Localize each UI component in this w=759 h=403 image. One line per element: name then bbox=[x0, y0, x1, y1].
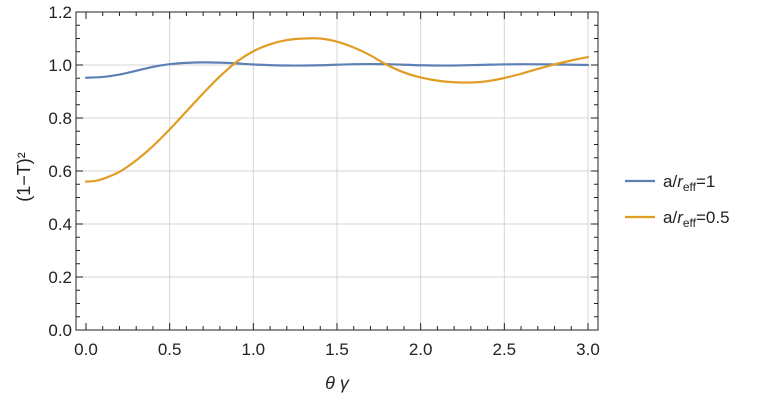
series-lines bbox=[84, 37, 590, 183]
y-tick-label-1.2: 1.2 bbox=[48, 3, 72, 22]
x-tick-label-1.0: 1.0 bbox=[242, 340, 266, 359]
x-tick-label-2.0: 2.0 bbox=[409, 340, 433, 359]
y-tick-label-0.6: 0.6 bbox=[48, 162, 72, 181]
x-axis-title: θ γ bbox=[325, 373, 350, 393]
axis-ticks bbox=[76, 11, 598, 331]
y-axis-title: (1−T)² bbox=[14, 152, 34, 202]
y-tick-label-0.4: 0.4 bbox=[48, 215, 72, 234]
x-tick-label-3.0: 3.0 bbox=[576, 340, 600, 359]
legend-label-series-2: a/reff=0.5 bbox=[663, 208, 730, 230]
y-tick-label-0.8: 0.8 bbox=[48, 109, 72, 128]
legend: a/reff=1 a/reff=0.5 bbox=[625, 172, 730, 230]
x-tick-label-0.5: 0.5 bbox=[158, 340, 182, 359]
x-tick-label-1.5: 1.5 bbox=[325, 340, 349, 359]
y-tick-label-0.0: 0.0 bbox=[48, 321, 72, 340]
x-tick-label-0.0: 0.0 bbox=[74, 340, 98, 359]
tick-labels: 0.0 0.5 1.0 1.5 2.0 2.5 3.0 0.0 0.2 0.4 0.6 0.8 1.0 1… bbox=[48, 3, 599, 359]
legend-item-series-2: a/reff=0.5 bbox=[625, 208, 730, 230]
series-line-2 bbox=[84, 37, 590, 183]
y-tick-label-1.0: 1.0 bbox=[48, 56, 72, 75]
x-tick-label-2.5: 2.5 bbox=[493, 340, 517, 359]
legend-label-series-1: a/reff=1 bbox=[663, 172, 715, 194]
series-line-1 bbox=[84, 61, 590, 79]
y-tick-label-0.2: 0.2 bbox=[48, 268, 72, 287]
legend-item-series-1: a/reff=1 bbox=[625, 172, 715, 194]
